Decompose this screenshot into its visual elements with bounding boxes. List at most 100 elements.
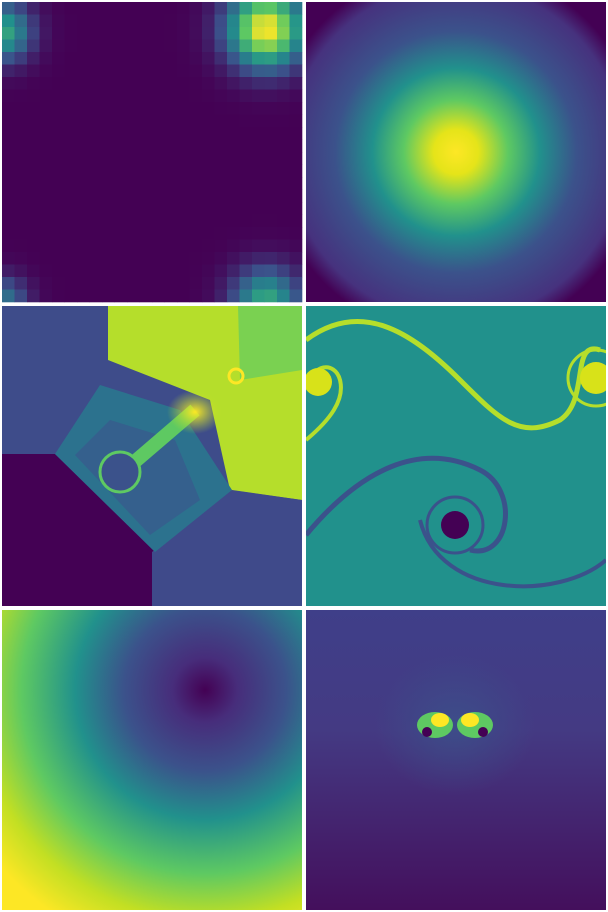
cell — [27, 127, 40, 140]
cell — [239, 64, 253, 78]
cell — [277, 64, 290, 78]
cell — [139, 127, 153, 140]
cell — [239, 164, 253, 178]
cell — [214, 39, 228, 53]
cell — [2, 277, 15, 290]
cell — [264, 227, 278, 240]
cell — [39, 214, 53, 228]
cell — [114, 164, 128, 178]
cell — [89, 64, 103, 78]
cell — [64, 252, 78, 265]
cell — [52, 77, 65, 90]
cell — [39, 264, 53, 278]
bright-spot — [167, 390, 223, 434]
cell — [77, 127, 90, 140]
cell — [252, 239, 265, 253]
cell — [227, 39, 240, 53]
cell — [189, 239, 203, 253]
cell — [14, 14, 28, 28]
cell — [177, 77, 190, 90]
cell — [164, 27, 178, 40]
cell — [64, 127, 78, 140]
cell — [264, 202, 278, 215]
cell — [239, 252, 253, 265]
cell — [2, 77, 15, 90]
cell — [177, 214, 190, 228]
cell — [127, 77, 140, 90]
cell — [277, 52, 290, 65]
cell — [114, 2, 128, 15]
cell — [127, 14, 140, 28]
cell — [264, 177, 278, 190]
cell — [289, 177, 303, 190]
cell — [2, 164, 15, 178]
cell — [89, 77, 103, 90]
cell — [214, 277, 228, 290]
cell — [39, 277, 53, 290]
cell — [14, 64, 28, 78]
cell — [139, 289, 153, 303]
cell — [139, 214, 153, 228]
cell — [52, 227, 65, 240]
cell — [264, 64, 278, 78]
cell — [77, 52, 90, 65]
cell — [139, 2, 153, 15]
cell — [289, 77, 303, 90]
cell — [152, 227, 165, 240]
cell — [2, 202, 15, 215]
cell — [89, 189, 103, 203]
cell — [202, 177, 215, 190]
cell — [189, 77, 203, 90]
cell — [277, 77, 290, 90]
cell — [139, 89, 153, 103]
cell — [39, 52, 53, 65]
background — [306, 306, 606, 606]
cell — [139, 39, 153, 53]
cell — [64, 114, 78, 128]
cell — [252, 164, 265, 178]
cell — [214, 2, 228, 15]
cell — [189, 102, 203, 115]
cell — [164, 264, 178, 278]
cell — [239, 189, 253, 203]
cell — [39, 64, 53, 78]
cell — [64, 289, 78, 303]
cell — [127, 202, 140, 215]
cell — [127, 264, 140, 278]
cell — [239, 177, 253, 190]
cell — [89, 252, 103, 265]
cell — [152, 2, 165, 15]
cell — [102, 189, 115, 203]
cell — [177, 89, 190, 103]
cell — [102, 89, 115, 103]
cell — [14, 102, 28, 115]
cell — [39, 252, 53, 265]
cell — [114, 39, 128, 53]
cell — [264, 39, 278, 53]
cell — [202, 127, 215, 140]
cell — [189, 27, 203, 40]
cell — [202, 164, 215, 178]
cell — [152, 114, 165, 128]
cell — [139, 14, 153, 28]
cell — [289, 89, 303, 103]
cell — [252, 64, 265, 78]
cell — [227, 127, 240, 140]
cell — [239, 27, 253, 40]
cell — [239, 127, 253, 140]
cell — [14, 164, 28, 178]
cell — [52, 189, 65, 203]
cell — [177, 177, 190, 190]
cell — [214, 189, 228, 203]
cell — [214, 114, 228, 128]
cell — [214, 102, 228, 115]
cell — [227, 277, 240, 290]
cell — [239, 277, 253, 290]
cell — [2, 89, 15, 103]
cell — [89, 27, 103, 40]
cell — [64, 177, 78, 190]
cell — [64, 189, 78, 203]
cell — [139, 264, 153, 278]
cell — [102, 139, 115, 153]
cell — [27, 52, 40, 65]
